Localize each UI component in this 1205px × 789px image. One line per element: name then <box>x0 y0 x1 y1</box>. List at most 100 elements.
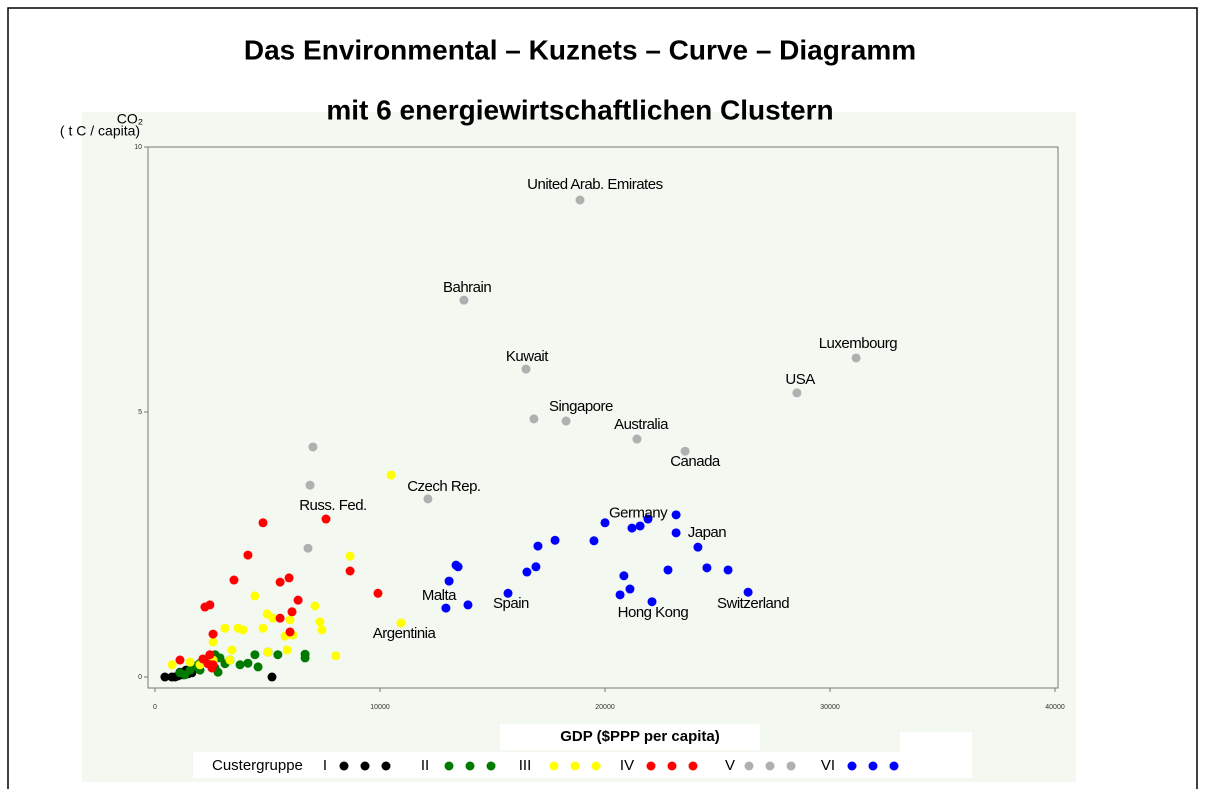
annotation: Germany <box>609 505 668 522</box>
point <box>308 442 318 452</box>
legend-label: VI <box>821 757 835 774</box>
annotation: United Arab. Emirates <box>527 176 662 193</box>
point <box>225 655 235 665</box>
point <box>267 672 277 682</box>
point <box>345 566 355 576</box>
point <box>243 550 253 560</box>
annotation: Argentinia <box>373 625 437 642</box>
point <box>671 510 681 520</box>
legend-swatch <box>744 761 754 771</box>
point <box>693 542 703 552</box>
point <box>300 653 310 663</box>
point <box>321 514 331 524</box>
point <box>287 607 297 617</box>
annotation: Czech Rep. <box>407 478 480 495</box>
annotation: Luxembourg <box>819 335 898 352</box>
legend-box <box>193 752 900 778</box>
point <box>615 590 625 600</box>
legend-label: V <box>725 757 735 774</box>
annotation: Kuwait <box>506 348 549 365</box>
point <box>625 584 635 594</box>
legend-label: IV <box>620 757 634 774</box>
point <box>238 625 248 635</box>
point <box>632 434 642 444</box>
point <box>792 388 802 398</box>
point <box>263 647 273 657</box>
point <box>310 601 320 611</box>
point <box>180 670 190 680</box>
point <box>550 535 560 545</box>
point <box>386 470 396 480</box>
point <box>396 618 406 628</box>
legend-label: II <box>421 757 429 774</box>
legend-swatch <box>847 761 857 771</box>
point <box>453 562 463 572</box>
point <box>743 587 753 597</box>
x-axis-label: GDP ($PPP per capita) <box>560 728 720 745</box>
point <box>185 657 195 667</box>
legend-swatch <box>381 761 391 771</box>
legend-swatch <box>765 761 775 771</box>
point <box>229 575 239 585</box>
legend-box-2 <box>900 732 972 778</box>
point <box>275 613 285 623</box>
point <box>459 295 469 305</box>
legend-label: III <box>519 757 532 774</box>
point <box>851 353 861 363</box>
point <box>208 629 218 639</box>
panel <box>82 112 1076 782</box>
legend-swatch <box>444 761 454 771</box>
point <box>533 541 543 551</box>
point <box>220 623 230 633</box>
point <box>315 617 325 627</box>
legend-swatch <box>786 761 796 771</box>
legend-swatch <box>549 761 559 771</box>
point <box>331 651 341 661</box>
point <box>345 551 355 561</box>
point <box>175 655 185 665</box>
x-tick-label: 20000 <box>595 704 615 711</box>
xlabel-box <box>500 724 760 750</box>
legend-swatch <box>339 761 349 771</box>
legend-swatch <box>465 761 475 771</box>
chart-subtitle: mit 6 energiewirtschaftlichen Clustern <box>326 94 833 125</box>
legend-swatch <box>570 761 580 771</box>
point <box>250 650 260 660</box>
point <box>317 625 327 635</box>
point <box>205 600 215 610</box>
point <box>285 615 295 625</box>
annotation: Singapore <box>549 398 613 415</box>
annotation: USA <box>785 371 815 388</box>
y-axis-label: CO₂ <box>117 111 143 127</box>
annotation: Spain <box>493 595 529 612</box>
point <box>680 446 690 456</box>
legend-swatch <box>591 761 601 771</box>
point <box>268 613 278 623</box>
annotation: Australia <box>614 416 669 433</box>
annotation: Canada <box>670 453 721 470</box>
point <box>282 645 292 655</box>
point <box>647 597 657 607</box>
legend-swatch <box>688 761 698 771</box>
legend-swatch <box>360 761 370 771</box>
legend-title: Custergruppe <box>212 757 303 774</box>
point <box>275 577 285 587</box>
point <box>284 573 294 583</box>
point <box>273 650 283 660</box>
annotation: Hong Kong <box>618 604 689 621</box>
legend-swatch <box>667 761 677 771</box>
x-tick-label: 40000 <box>1045 704 1065 711</box>
annotation: Switzerland <box>717 595 789 612</box>
legend-swatch <box>868 761 878 771</box>
point <box>643 514 653 524</box>
point <box>589 536 599 546</box>
point <box>227 645 237 655</box>
point <box>258 623 268 633</box>
point <box>423 494 433 504</box>
point <box>205 650 215 660</box>
annotation: Malta <box>422 587 457 604</box>
point <box>243 658 253 668</box>
point <box>575 195 585 205</box>
point <box>250 591 260 601</box>
